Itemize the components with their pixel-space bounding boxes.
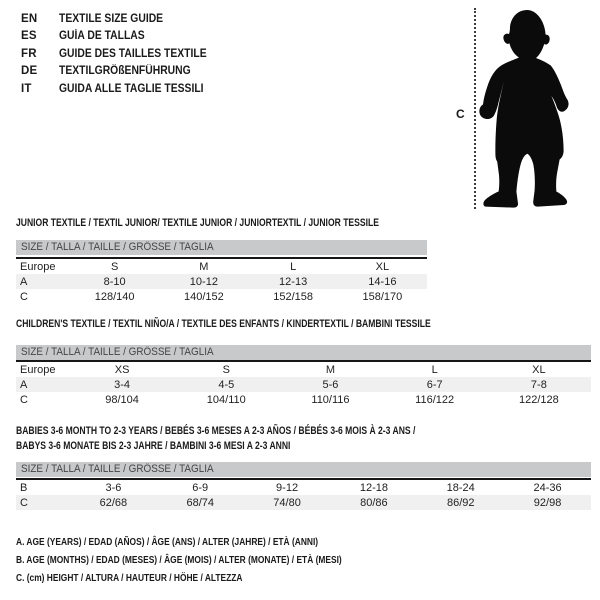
language-row: IT GUIDA ALLE TAGLIE TESSILI bbox=[21, 80, 223, 98]
babies-table-title: BABIES 3-6 MONTH TO 2-3 YEARS / BEBÉS 3-… bbox=[16, 425, 416, 452]
language-row: ES GUÍA DE TALLAS bbox=[21, 28, 223, 46]
language-row: DE TEXTILGRÖßENFÜHRUNG bbox=[21, 63, 223, 81]
size-header-band: SIZE / TALLA / TAILLE / GRÖSSE / TAGLIA bbox=[16, 462, 591, 477]
column-header: XS bbox=[114, 363, 130, 376]
language-code: ES bbox=[21, 30, 37, 43]
language-row: FR GUIDE DES TAILLES TEXTILE bbox=[21, 45, 223, 63]
size-cell: 5-6 bbox=[278, 377, 383, 392]
column-header: Europe bbox=[20, 260, 56, 273]
baby-silhouette-graphic bbox=[479, 10, 569, 208]
language-title: GUIDA ALLE TAGLIE TESSILI bbox=[59, 82, 204, 95]
column-header: L bbox=[431, 363, 438, 376]
size-cell: 140/152 bbox=[183, 290, 224, 303]
size-cell: 152/158 bbox=[273, 290, 313, 303]
row-label: B bbox=[20, 481, 28, 494]
size-header-label: SIZE / TALLA / TAILLE / GRÖSSE / TAGLIA bbox=[21, 463, 214, 475]
language-title: TEXTILE SIZE GUIDE bbox=[59, 12, 164, 25]
size-cell: 7-8 bbox=[486, 377, 591, 392]
size-cell: 110/116 bbox=[311, 393, 350, 406]
size-cell: 18-24 bbox=[446, 481, 475, 494]
language-title: TEXTILGRÖßENFÜHRUNG bbox=[59, 65, 191, 78]
table-row: C 98/104 104/110 110/116 116/122 122/128 bbox=[16, 392, 591, 407]
column-header: Europe bbox=[20, 363, 56, 376]
size-cell: 24-36 bbox=[533, 481, 562, 494]
size-cell: 10-12 bbox=[159, 274, 249, 289]
size-cell: 8-10 bbox=[70, 274, 160, 289]
column-header: M bbox=[325, 363, 336, 376]
children-table-title: CHILDREN'S TEXTILE / TEXTIL NIÑO/A / TEX… bbox=[16, 318, 431, 330]
size-cell: 80/86 bbox=[330, 495, 418, 510]
table-row: A 8-10 10-12 12-13 14-16 bbox=[16, 274, 427, 289]
babies-size-table: B 3-6 6-9 9-12 12-18 18-24 24-36 C 62/68… bbox=[16, 478, 591, 510]
column-header: S bbox=[110, 260, 119, 273]
size-cell: 3-4 bbox=[70, 377, 175, 392]
table-row: B 3-6 6-9 9-12 12-18 18-24 24-36 bbox=[16, 479, 591, 495]
size-cell: 6-7 bbox=[382, 377, 487, 392]
row-label: A bbox=[16, 274, 70, 289]
table-row: C 62/68 68/74 74/80 80/86 86/92 92/98 bbox=[16, 495, 591, 510]
size-cell: 3-6 bbox=[105, 481, 122, 494]
size-cell: 14-16 bbox=[337, 274, 427, 289]
size-cell: 9-12 bbox=[276, 481, 299, 494]
column-header: XL bbox=[375, 260, 390, 273]
language-title: GUÍA DE TALLAS bbox=[59, 30, 145, 43]
footnote-a: A. AGE (YEARS) / EDAD (AÑOS) / ÂGE (ANS)… bbox=[16, 536, 319, 548]
junior-size-table: Europe S M L XL A 8-10 10-12 12-13 14-16… bbox=[16, 257, 427, 304]
column-header: S bbox=[222, 363, 230, 376]
height-measure-label: C bbox=[456, 107, 465, 121]
size-cell: 12-18 bbox=[359, 481, 388, 494]
language-code: IT bbox=[21, 82, 32, 95]
footnote-b: B. AGE (MONTHS) / EDAD (MESES) / ÂGE (MO… bbox=[16, 554, 342, 566]
row-label: C bbox=[20, 393, 28, 406]
size-cell: 158/170 bbox=[362, 290, 403, 303]
row-label: A bbox=[16, 377, 70, 392]
table-row: A 3-4 4-5 5-6 6-7 7-8 bbox=[16, 377, 591, 392]
language-code: EN bbox=[21, 12, 38, 25]
size-cell: 62/68 bbox=[70, 495, 157, 510]
language-code: DE bbox=[21, 65, 38, 78]
size-header-band: SIZE / TALLA / TAILLE / GRÖSSE / TAGLIA bbox=[16, 345, 591, 360]
size-header-label: SIZE / TALLA / TAILLE / GRÖSSE / TAGLIA bbox=[21, 346, 214, 358]
language-row: EN TEXTILE SIZE GUIDE bbox=[21, 10, 223, 28]
column-header-row: Europe XS S M L XL bbox=[16, 361, 591, 377]
column-header: M bbox=[199, 260, 209, 273]
footnote-c: C. (cm) HEIGHT / ALTURA / HAUTEUR / HÖHE… bbox=[16, 572, 243, 584]
junior-table-title: JUNIOR TEXTILE / TEXTIL JUNIOR/ TEXTILE … bbox=[16, 217, 379, 229]
size-cell: 12-13 bbox=[248, 274, 338, 289]
language-list: EN TEXTILE SIZE GUIDE ES GUÍA DE TALLAS … bbox=[21, 10, 223, 98]
size-cell: 122/128 bbox=[518, 393, 559, 406]
height-measure-dotted-line bbox=[474, 8, 476, 209]
size-cell: 6-9 bbox=[192, 481, 209, 494]
column-header-row: Europe S M L XL bbox=[16, 258, 427, 274]
size-cell: 92/98 bbox=[504, 495, 591, 510]
size-cell: 86/92 bbox=[417, 495, 505, 510]
language-code: FR bbox=[21, 47, 37, 60]
children-size-table: Europe XS S M L XL A 3-4 4-5 5-6 6-7 7-8… bbox=[16, 360, 591, 407]
row-label: C bbox=[16, 495, 70, 510]
baby-silhouette bbox=[478, 8, 578, 210]
column-header: L bbox=[290, 260, 297, 273]
size-cell: 68/74 bbox=[156, 495, 244, 510]
size-cell: 98/104 bbox=[105, 393, 139, 406]
size-header-band: SIZE / TALLA / TAILLE / GRÖSSE / TAGLIA bbox=[16, 240, 427, 255]
table-row: C 128/140 140/152 152/158 158/170 bbox=[16, 289, 427, 304]
size-header-label: SIZE / TALLA / TAILLE / GRÖSSE / TAGLIA bbox=[21, 241, 214, 253]
size-cell: 116/122 bbox=[415, 393, 455, 406]
row-label: C bbox=[20, 290, 28, 303]
footnote-legend: A. AGE (YEARS) / EDAD (AÑOS) / ÂGE (ANS)… bbox=[16, 533, 423, 587]
column-header: XL bbox=[532, 363, 546, 376]
size-cell: 74/80 bbox=[243, 495, 331, 510]
language-title: GUIDE DES TAILLES TEXTILE bbox=[59, 47, 207, 60]
size-cell: 104/110 bbox=[206, 393, 246, 406]
size-cell: 128/140 bbox=[94, 290, 135, 303]
size-cell: 4-5 bbox=[174, 377, 279, 392]
